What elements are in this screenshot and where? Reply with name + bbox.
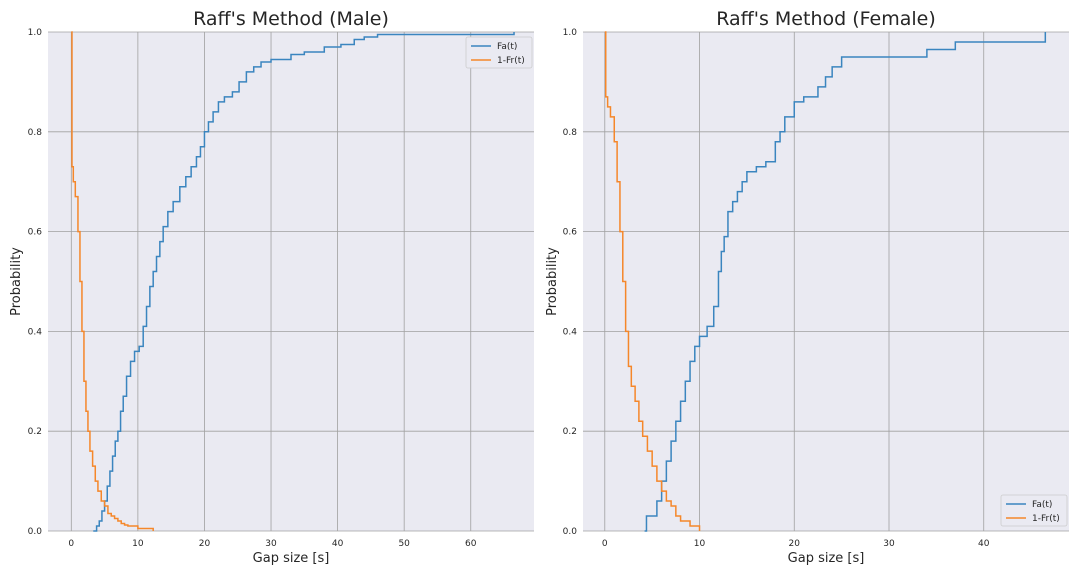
legend-label: 1-Fr(t) [497,56,525,66]
x-tick-label: 20 [789,539,801,549]
x-tick-label: 40 [978,539,990,549]
legend-label: Fa(t) [1032,500,1052,510]
legend: Fa(t) 1-Fr(t) [1000,494,1068,527]
x-tick-label: 20 [199,539,211,549]
plot-area [48,32,534,531]
y-tick-label: 0.0 [28,527,43,537]
x-tick-label: 50 [398,539,410,549]
x-tick-label: 30 [265,539,277,549]
y-tick-label: 0.6 [28,228,43,238]
tick-labels: 0 10 20 30 40 0.0 0.2 0.4 0.6 0.8 1.0 [563,28,990,549]
x-axis-label: Gap size [s] [788,551,865,566]
y-tick-label: 0.6 [563,228,578,238]
y-tick-label: 0.0 [563,527,578,537]
y-tick-label: 0.8 [28,128,43,138]
y-tick-label: 0.4 [563,327,578,337]
legend-label: 1-Fr(t) [1032,514,1060,524]
x-tick-label: 30 [883,539,895,549]
x-tick-label: 10 [132,539,144,549]
x-tick-label: 0 [68,539,74,549]
x-tick-label: 0 [602,539,608,549]
plot-area [583,32,1069,531]
legend: Fa(t) 1-Fr(t) [465,36,533,69]
chart-title: Raff's Method (Male) [193,8,389,30]
series-line-fat [644,32,1047,532]
y-axis-label: Probability [545,247,560,316]
x-tick-label: 10 [694,539,706,549]
y-axis-label: Probability [9,247,24,316]
y-tick-label: 1.0 [563,28,578,38]
x-tick-label: 60 [465,539,477,549]
female-chart-panel: 0 10 20 30 40 0.0 0.2 0.4 0.6 0.8 1.0 Raff's Metho… [545,8,1069,566]
chart-title: Raff's Method (Female) [716,8,936,30]
tick-labels: 0 10 20 30 40 50 60 0.0 0.2 0.4 0.6 0.8 1.0 [28,28,477,549]
series-lines [604,31,1047,532]
gridlines [48,31,534,532]
legend-label: Fa(t) [497,42,517,52]
y-tick-label: 0.2 [563,427,577,437]
series-line-1frt [604,31,701,531]
y-tick-label: 0.8 [563,128,578,138]
y-tick-label: 1.0 [28,28,43,38]
y-tick-label: 0.2 [28,427,42,437]
y-tick-label: 0.4 [28,327,43,337]
male-chart-panel: 0 10 20 30 40 50 60 0.0 0.2 0.4 0.6 0.8 1.0 Raff's M… [9,8,534,566]
series-lines [71,31,515,532]
x-tick-label: 40 [332,539,344,549]
x-axis-label: Gap size [s] [253,551,330,566]
series-line-1frt [71,31,154,531]
series-line-fat [93,32,515,532]
